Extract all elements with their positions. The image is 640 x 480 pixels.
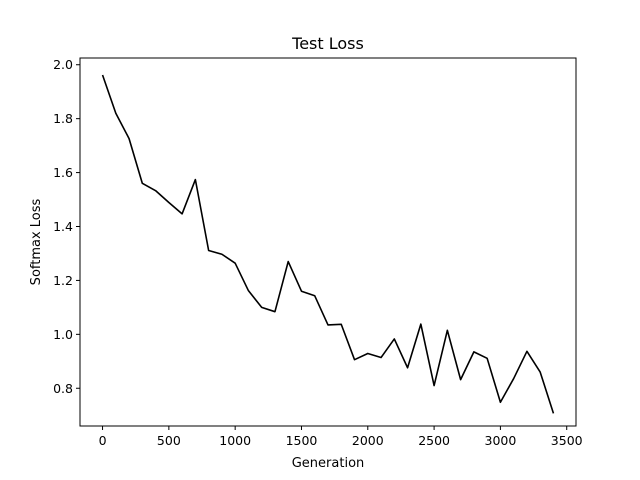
y-tick-label: 1.0 (53, 327, 73, 342)
chart-title: Test Loss (291, 34, 364, 53)
y-axis-ticks: 0.8 1.0 1.2 1.4 1.6 1.8 2.0 (53, 57, 80, 396)
plot-frame (79, 57, 577, 427)
x-tick-label: 0 (99, 433, 107, 448)
y-axis-title: Softmax Loss (29, 198, 44, 285)
y-tick-label: 1.4 (53, 219, 73, 234)
x-tick-label: 1000 (219, 433, 251, 448)
y-tick-label: 1.8 (53, 111, 73, 126)
x-axis-title: Generation (292, 456, 365, 471)
y-tick-label: 1.2 (53, 273, 73, 288)
series-line (101, 74, 555, 414)
x-tick-label: 3000 (485, 433, 517, 448)
y-tick-label: 2.0 (53, 57, 73, 72)
x-tick-label: 2000 (352, 433, 384, 448)
x-tick-label: 500 (157, 433, 181, 448)
x-tick-label: 2500 (418, 433, 450, 448)
x-tick-label: 3500 (551, 433, 583, 448)
x-tick-label: 1500 (286, 433, 318, 448)
x-axis-ticks: 0 500 1000 1500 2000 2500 3000 3500 (99, 426, 583, 448)
y-tick-label: 1.6 (53, 165, 73, 180)
y-tick-label: 0.8 (53, 381, 73, 396)
